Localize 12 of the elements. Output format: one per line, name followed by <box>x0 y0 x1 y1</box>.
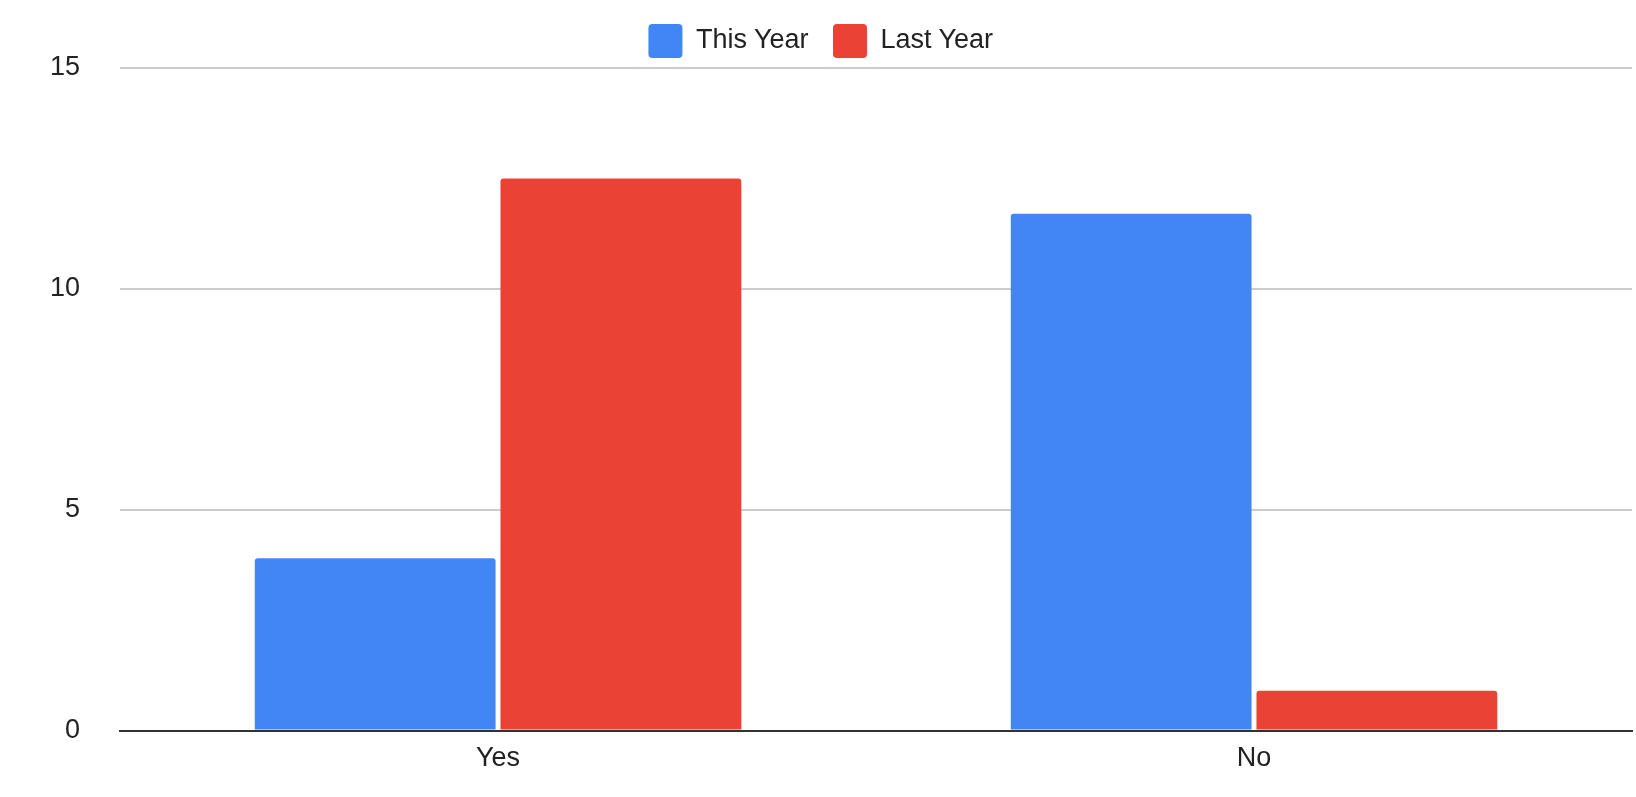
legend-label: Last Year <box>880 24 994 55</box>
y-tick-label: 0 <box>65 714 81 745</box>
bar <box>254 558 496 730</box>
x-tick-label: Yes <box>476 742 521 773</box>
legend-label: This Year <box>695 24 809 55</box>
bar <box>500 178 742 730</box>
bar <box>1010 213 1252 730</box>
bar <box>1256 690 1498 730</box>
y-tick-label: 15 <box>49 51 81 82</box>
y-tick-label: 10 <box>49 272 81 303</box>
x-tick-label: No <box>1236 742 1272 773</box>
y-tick-label: 5 <box>65 493 81 524</box>
